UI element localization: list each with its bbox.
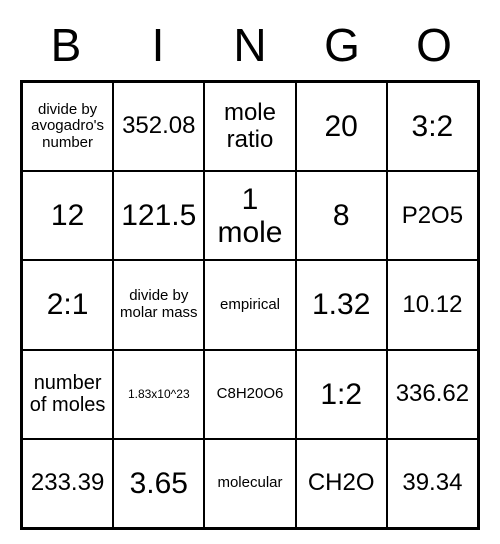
header-n: N bbox=[204, 14, 296, 76]
bingo-cell[interactable]: divide by avogadro's number bbox=[22, 82, 113, 171]
bingo-cell[interactable]: 233.39 bbox=[22, 439, 113, 528]
bingo-cell[interactable]: empirical bbox=[204, 260, 295, 349]
bingo-cell[interactable]: 20 bbox=[296, 82, 387, 171]
bingo-cell[interactable]: 39.34 bbox=[387, 439, 478, 528]
bingo-cell[interactable]: 1:2 bbox=[296, 350, 387, 439]
bingo-cell[interactable]: number of moles bbox=[22, 350, 113, 439]
bingo-cell[interactable]: 3:2 bbox=[387, 82, 478, 171]
header-i: I bbox=[112, 14, 204, 76]
header-g: G bbox=[296, 14, 388, 76]
bingo-cell[interactable]: 10.12 bbox=[387, 260, 478, 349]
header-o: O bbox=[388, 14, 480, 76]
bingo-cell[interactable]: divide by molar mass bbox=[113, 260, 204, 349]
bingo-cell[interactable]: 1 mole bbox=[204, 171, 295, 260]
bingo-cell[interactable]: C8H20O6 bbox=[204, 350, 295, 439]
bingo-cell[interactable]: 1.32 bbox=[296, 260, 387, 349]
bingo-cell[interactable]: 3.65 bbox=[113, 439, 204, 528]
bingo-cell[interactable]: 1.83x10^23 bbox=[113, 350, 204, 439]
bingo-cell[interactable]: 8 bbox=[296, 171, 387, 260]
bingo-cell[interactable]: P2O5 bbox=[387, 171, 478, 260]
header-b: B bbox=[20, 14, 112, 76]
bingo-header-row: B I N G O bbox=[20, 14, 480, 76]
bingo-cell[interactable]: 12 bbox=[22, 171, 113, 260]
bingo-cell[interactable]: CH2O bbox=[296, 439, 387, 528]
bingo-cell[interactable]: molecular bbox=[204, 439, 295, 528]
bingo-cell[interactable]: 352.08 bbox=[113, 82, 204, 171]
bingo-cell[interactable]: 336.62 bbox=[387, 350, 478, 439]
bingo-card: B I N G O divide by avogadro's number352… bbox=[20, 14, 480, 530]
bingo-cell[interactable]: 121.5 bbox=[113, 171, 204, 260]
bingo-cell[interactable]: mole ratio bbox=[204, 82, 295, 171]
bingo-grid: divide by avogadro's number352.08mole ra… bbox=[20, 80, 480, 530]
bingo-cell[interactable]: 2:1 bbox=[22, 260, 113, 349]
